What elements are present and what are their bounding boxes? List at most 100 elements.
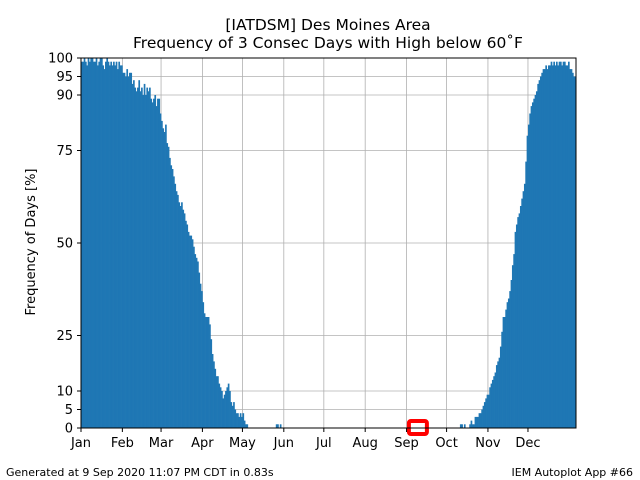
bar <box>470 420 473 428</box>
bar <box>82 61 85 428</box>
bar <box>554 65 557 429</box>
bar <box>471 424 474 428</box>
bar <box>105 61 107 428</box>
bar <box>473 424 475 428</box>
bar <box>243 420 246 428</box>
bar <box>557 65 560 429</box>
bar <box>119 65 122 429</box>
bar <box>469 424 471 428</box>
bar <box>514 231 517 428</box>
bar <box>491 379 494 428</box>
chart-title: [IATDSM] Des Moines Area <box>225 16 430 34</box>
bar <box>86 65 89 429</box>
bar <box>570 69 573 428</box>
bar <box>494 372 497 428</box>
x-tick-label: Oct <box>435 436 457 451</box>
bar <box>197 261 199 428</box>
bar <box>238 416 241 428</box>
bar <box>477 416 479 428</box>
bar <box>130 72 133 429</box>
bar <box>161 120 163 429</box>
bar <box>114 65 117 429</box>
bar <box>193 246 195 428</box>
bar <box>230 402 233 428</box>
bar <box>530 106 533 428</box>
bar <box>222 398 225 428</box>
bar <box>555 61 558 428</box>
bar <box>110 61 113 428</box>
bar <box>527 124 530 428</box>
bar <box>211 354 214 428</box>
bar <box>522 191 525 428</box>
x-tick-label: Mar <box>149 436 174 451</box>
bar <box>537 83 539 429</box>
bar <box>181 202 183 428</box>
bar <box>246 424 249 428</box>
bar <box>521 198 523 428</box>
bar <box>517 217 519 428</box>
y-tick-label: 90 <box>56 89 73 104</box>
bar <box>137 87 139 428</box>
bar <box>201 291 203 428</box>
bar <box>502 317 505 428</box>
bar <box>534 95 537 428</box>
bar <box>151 102 154 429</box>
y-tick-label: 0 <box>65 422 73 437</box>
bar <box>277 424 279 428</box>
bar <box>542 69 545 428</box>
bar <box>127 76 130 428</box>
bar <box>177 194 179 428</box>
bar <box>227 383 230 428</box>
bar <box>550 61 553 428</box>
x-tick-label: May <box>229 436 256 451</box>
bar <box>235 413 238 428</box>
bar <box>126 69 129 428</box>
bar <box>535 91 538 429</box>
bar <box>501 331 503 428</box>
bar <box>101 58 103 428</box>
bar <box>538 80 541 428</box>
bar <box>163 132 166 428</box>
bar <box>553 61 556 428</box>
bar <box>129 72 131 429</box>
bar <box>505 309 507 428</box>
bar <box>106 58 109 428</box>
bar <box>185 220 187 428</box>
bar <box>107 61 110 428</box>
bar <box>489 387 491 428</box>
bar <box>545 65 547 429</box>
bar <box>102 65 105 429</box>
bar <box>498 357 501 428</box>
bar <box>87 58 90 428</box>
bar <box>215 376 218 428</box>
bar <box>170 165 173 429</box>
bar <box>149 87 151 428</box>
bar <box>562 61 565 428</box>
bar <box>525 161 527 428</box>
bar <box>479 413 482 428</box>
bar <box>169 157 171 428</box>
bar <box>519 206 522 428</box>
bar <box>234 409 237 428</box>
bar <box>203 313 206 428</box>
x-tick-label: Feb <box>111 436 134 451</box>
bar <box>245 424 247 428</box>
bar <box>523 183 526 428</box>
x-tick-label: Apr <box>191 436 214 451</box>
bar <box>573 76 576 428</box>
bar <box>118 61 121 428</box>
bar <box>155 106 158 428</box>
bar <box>154 95 157 428</box>
bar <box>279 424 282 428</box>
bar <box>179 206 182 428</box>
bar <box>158 98 161 428</box>
bar <box>569 69 572 428</box>
bar <box>113 61 115 428</box>
bar <box>133 80 135 428</box>
bar <box>499 346 502 428</box>
bar <box>131 83 134 429</box>
bar <box>223 394 226 428</box>
bar <box>275 424 278 428</box>
bar <box>221 391 223 428</box>
bar <box>225 391 227 428</box>
